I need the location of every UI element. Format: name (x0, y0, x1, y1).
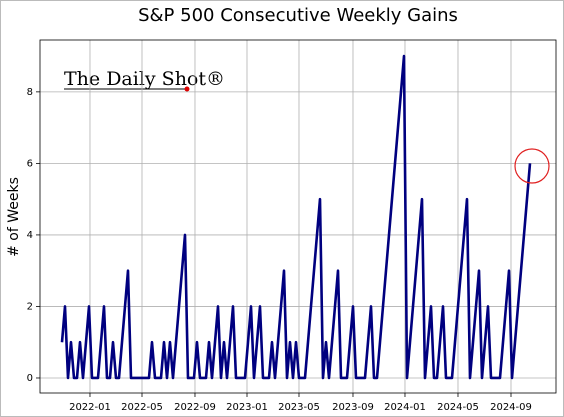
x-tick-label: 2023-01 (226, 402, 268, 413)
x-tick-label: 2023-09 (332, 402, 374, 413)
watermark-dot (184, 86, 190, 92)
x-tick-label: 2024-01 (384, 402, 426, 413)
watermark: The Daily Shot® (64, 68, 225, 90)
y-tick-label: 4 (27, 230, 33, 241)
y-tick-label: 0 (27, 373, 33, 384)
y-tick-label: 2 (27, 301, 33, 312)
plot-area: 0 2 4 6 8 2022-01 2022-05 2022-09 2023-01 2023-05… (27, 40, 556, 413)
y-tick-label: 8 (27, 87, 33, 98)
y-tick-label: 6 (27, 158, 33, 169)
x-tick-label: 2022-01 (69, 402, 111, 413)
axes-frame (39, 39, 557, 394)
y-axis-label: # of Weeks (6, 177, 22, 257)
x-tick-label: 2022-05 (121, 402, 163, 413)
x-tick-label: 2023-05 (278, 402, 320, 413)
x-tick-label: 2022-09 (174, 402, 216, 413)
chart-title: S&P 500 Consecutive Weekly Gains (138, 5, 458, 26)
x-tick-label: 2024-05 (437, 402, 479, 413)
highlight-circle (514, 148, 550, 184)
x-tick-label: 2024-09 (490, 402, 532, 413)
data-line (60, 54, 532, 380)
